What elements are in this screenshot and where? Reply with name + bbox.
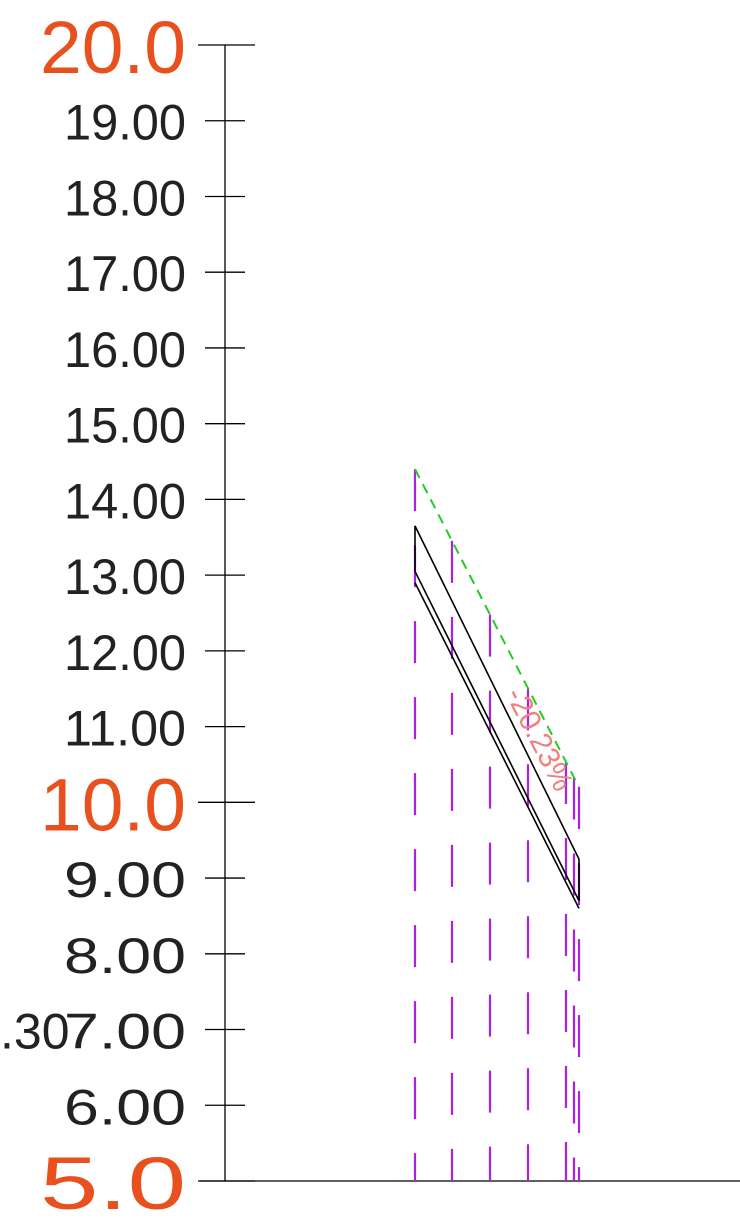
tick-label: 7.00 [64,1004,186,1060]
tick-label: 8.00 [64,928,186,984]
major-tick-label: 20.0 [40,6,186,89]
profile-lines [414,468,580,909]
major-tick-label: 10.0 [40,763,186,846]
tick-label: 15.00 [64,398,186,454]
partial-label: .30 [0,1004,70,1060]
section-lines [413,469,581,1181]
tick-label: 11.00 [64,701,186,757]
tick-label: 18.00 [64,170,186,226]
tick-label: 12.00 [64,625,186,681]
major-tick-label: 5.0 [40,1142,186,1218]
tick-label: 14.00 [64,473,186,529]
tick-label: 6.00 [64,1079,186,1135]
tick-label: 9.00 [64,852,186,908]
tick-label: 17.00 [64,246,186,302]
tick-label: 13.00 [64,549,186,605]
pavement-section [414,525,580,902]
ground-line [414,468,580,788]
tick-label: 16.00 [64,322,186,378]
elevation-axis [198,44,740,1182]
tick-label: 19.00 [64,95,186,151]
labels: 19.00 18.00 17.00 16.00 15.00 14.00 13.00 12.00… [0,6,579,1218]
subgrade-line [414,582,580,909]
